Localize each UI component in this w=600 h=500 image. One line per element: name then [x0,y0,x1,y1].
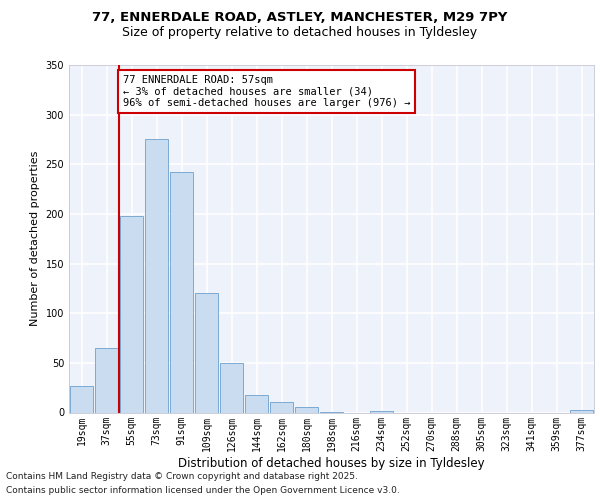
Bar [170,172,193,412]
Bar [95,348,118,412]
Bar [145,140,169,412]
Bar [194,294,218,412]
Bar [269,402,293,412]
Bar [119,216,143,412]
Text: Contains public sector information licensed under the Open Government Licence v3: Contains public sector information licen… [6,486,400,495]
Bar [370,410,394,412]
Y-axis label: Number of detached properties: Number of detached properties [30,151,40,326]
Text: Size of property relative to detached houses in Tyldesley: Size of property relative to detached ho… [122,26,478,39]
Bar [70,386,94,412]
Bar [569,410,593,412]
Bar [220,363,244,412]
Text: 77, ENNERDALE ROAD, ASTLEY, MANCHESTER, M29 7PY: 77, ENNERDALE ROAD, ASTLEY, MANCHESTER, … [92,11,508,24]
Text: Contains HM Land Registry data © Crown copyright and database right 2025.: Contains HM Land Registry data © Crown c… [6,472,358,481]
Text: 77 ENNERDALE ROAD: 57sqm
← 3% of detached houses are smaller (34)
96% of semi-de: 77 ENNERDALE ROAD: 57sqm ← 3% of detache… [123,75,410,108]
Bar [295,406,319,412]
X-axis label: Distribution of detached houses by size in Tyldesley: Distribution of detached houses by size … [178,458,485,470]
Bar [245,394,268,412]
